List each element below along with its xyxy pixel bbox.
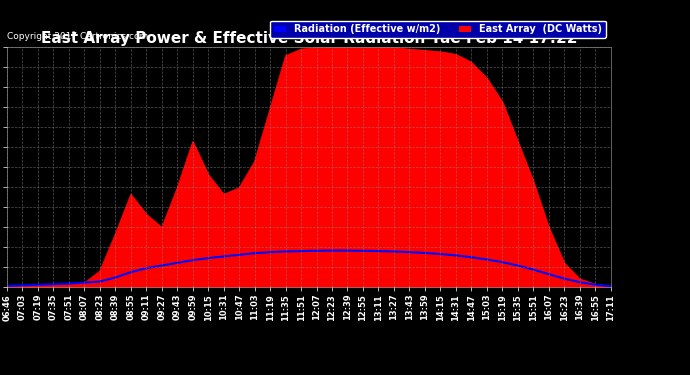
Title: East Array Power & Effective Solar Radiation Tue Feb 14 17:22: East Array Power & Effective Solar Radia… — [41, 31, 577, 46]
Text: Copyright 2017 Cartronics.com: Copyright 2017 Cartronics.com — [7, 32, 148, 41]
Legend: Radiation (Effective w/m2), East Array  (DC Watts): Radiation (Effective w/m2), East Array (… — [270, 21, 606, 38]
